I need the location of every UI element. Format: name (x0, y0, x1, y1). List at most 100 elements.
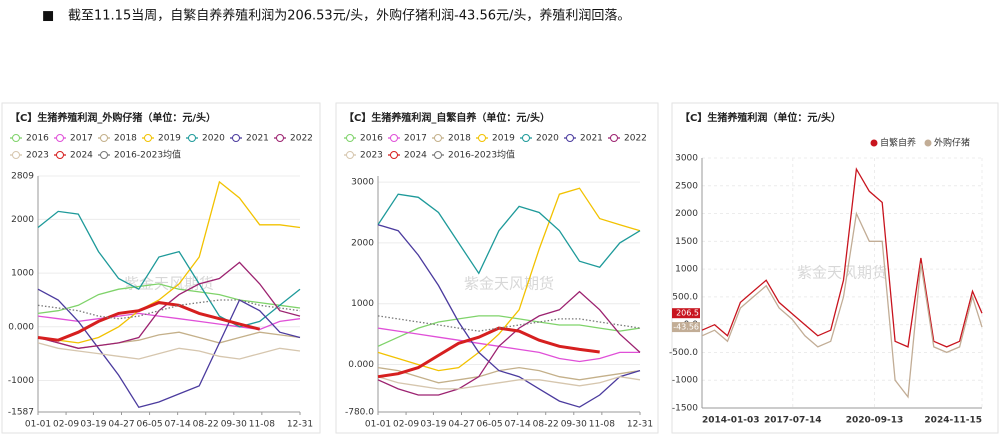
series-line (37, 342, 301, 360)
legend-marker (870, 139, 878, 147)
y-tick-label: 0.000 (348, 360, 374, 370)
series-line (377, 366, 641, 384)
y-tick-label: 1000 (351, 299, 374, 309)
legend-label: 2018 (114, 134, 137, 144)
series-line (377, 193, 641, 275)
series-line (37, 283, 301, 315)
x-tick-label: 2017-07-14 (764, 416, 822, 426)
y-tick-label: -1500 (672, 404, 698, 414)
legend-label: 2023 (360, 151, 383, 161)
series-line (37, 299, 301, 320)
series-line (377, 315, 641, 347)
legend-marker (100, 151, 108, 159)
legend-label: 2022 (624, 134, 647, 144)
x-tick-label: 07-14 (165, 420, 191, 430)
x-tick-label: 2014-01-03 (702, 416, 760, 426)
legend-label: 2022 (290, 134, 313, 144)
y-tick-label: 0.000 (8, 322, 34, 332)
y-tick-label: 500.0 (672, 292, 698, 302)
legend-marker (434, 151, 442, 159)
x-tick-label: 06-05 (136, 420, 162, 430)
y-tick-label: 2000 (675, 209, 698, 219)
x-tick-label: 01-01 (365, 420, 391, 430)
legend-marker (346, 134, 354, 142)
y-tick-label: 1000 (675, 265, 698, 275)
x-tick-label: 04-27 (108, 420, 134, 430)
y-tick-label: 3000 (675, 154, 698, 164)
x-tick-label: 12-31 (287, 420, 313, 430)
series-line (701, 211, 983, 399)
y-tick-label: -780.0 (345, 408, 374, 418)
series-line (37, 301, 261, 342)
x-tick-label: 04-27 (448, 420, 474, 430)
legend-label: 2019 (492, 134, 515, 144)
x-tick-label: 02-09 (53, 420, 79, 430)
y-tick-label: 1500 (675, 237, 698, 247)
legend-marker (566, 134, 574, 142)
x-tick-label: 2024-11-15 (924, 416, 982, 426)
series-line (377, 290, 641, 396)
y-tick-label: -1000 (672, 376, 698, 386)
legend-marker (12, 151, 20, 159)
x-tick-label: 06-05 (476, 420, 502, 430)
legend-marker (100, 134, 108, 142)
legend-label: 2016-2023均值 (114, 149, 181, 161)
x-tick-label: 08-22 (193, 420, 219, 430)
series-line (37, 180, 301, 344)
header-text: 截至11.15当周，自繁自养养殖利润为206.53元/头，外购仔猪利润-43.5… (68, 8, 630, 24)
legend-label: 2017 (404, 134, 427, 144)
chart-title: 【C】生猪养殖利润_自繁自养（单位：元/头） (344, 111, 550, 124)
legend-marker (434, 134, 442, 142)
legend-label: 2024 (404, 151, 427, 161)
x-tick-label: 03-19 (80, 420, 106, 430)
chart-title: 【C】生猪养殖利润（单位：元/头） (680, 111, 841, 124)
watermark: 紫金天风期货 (464, 275, 554, 293)
value-label-box (672, 322, 700, 333)
legend-label: 2017 (70, 134, 93, 144)
legend-label: 2020 (202, 134, 225, 144)
legend-marker (610, 134, 618, 142)
y-tick-label: 3000 (351, 178, 374, 188)
x-tick-label: 08-22 (533, 420, 559, 430)
legend-label: 2016 (360, 134, 383, 144)
x-tick-label: 11-08 (249, 420, 275, 430)
y-tick-label: 2500 (675, 181, 698, 191)
y-tick-label: -500.0 (669, 348, 698, 358)
legend-marker (144, 134, 152, 142)
legend-label: 自繁自养 (880, 137, 916, 149)
legend-marker (56, 134, 64, 142)
legend-marker (924, 139, 932, 147)
x-tick-label: 11-08 (589, 420, 615, 430)
series-line (701, 167, 983, 348)
legend-marker (276, 134, 284, 142)
series-line (377, 224, 641, 408)
series-line (377, 315, 641, 332)
panel (671, 102, 999, 434)
header-bullet: ■ (42, 9, 54, 24)
panel (335, 102, 659, 434)
series-line (377, 326, 600, 379)
legend-marker (390, 134, 398, 142)
legend-label: 2021 (580, 134, 603, 144)
legend-marker (390, 151, 398, 159)
legend-marker (522, 134, 530, 142)
legend-marker (346, 151, 354, 159)
x-tick-label: 03-19 (420, 420, 446, 430)
value-label: -43.56 (673, 323, 699, 332)
legend-label: 2016-2023均值 (448, 149, 515, 161)
series-line (37, 210, 301, 328)
legend-label: 2019 (158, 134, 181, 144)
legend-label: 2024 (70, 151, 93, 161)
legend-label: 外购仔猪 (934, 137, 970, 149)
x-tick-label: 12-31 (627, 420, 653, 430)
x-tick-label: 2020-09-13 (846, 416, 904, 426)
series-line (377, 376, 641, 390)
series-line (37, 331, 301, 349)
value-label: 206.5 (676, 309, 699, 318)
y-tick-label: -1587 (8, 408, 34, 418)
legend-label: 2023 (26, 151, 49, 161)
legend-label: 2016 (26, 134, 49, 144)
x-tick-label: 09-30 (221, 420, 247, 430)
